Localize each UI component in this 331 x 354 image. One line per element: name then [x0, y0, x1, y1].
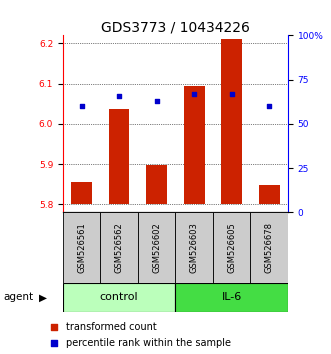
Text: GSM526603: GSM526603	[190, 222, 199, 273]
Bar	[184, 86, 205, 204]
Text: transformed count: transformed count	[66, 322, 157, 332]
Bar	[251, 212, 288, 283]
Point	[117, 93, 122, 98]
Bar	[146, 165, 167, 204]
Point	[51, 341, 56, 346]
Title: GDS3773 / 10434226: GDS3773 / 10434226	[101, 20, 250, 34]
Bar	[109, 109, 129, 204]
Point	[266, 103, 272, 109]
Bar	[213, 212, 251, 283]
Bar	[100, 212, 138, 283]
Point	[51, 325, 56, 330]
Bar	[71, 182, 92, 204]
Bar	[138, 212, 175, 283]
Bar	[259, 185, 279, 204]
Bar	[63, 212, 100, 283]
Bar	[175, 283, 288, 312]
Text: agent: agent	[3, 292, 33, 302]
Text: GSM526602: GSM526602	[152, 222, 161, 273]
Text: GSM526678: GSM526678	[265, 222, 274, 273]
Point	[229, 91, 234, 97]
Text: GSM526561: GSM526561	[77, 222, 86, 273]
Text: ▶: ▶	[39, 292, 47, 302]
Point	[154, 98, 159, 104]
Text: percentile rank within the sample: percentile rank within the sample	[66, 338, 231, 348]
Point	[79, 103, 84, 109]
Point	[192, 91, 197, 97]
Text: control: control	[100, 292, 138, 302]
Bar	[175, 212, 213, 283]
Text: GSM526562: GSM526562	[115, 222, 124, 273]
Bar	[63, 283, 175, 312]
Text: GSM526605: GSM526605	[227, 222, 236, 273]
Bar	[221, 39, 242, 204]
Text: IL-6: IL-6	[221, 292, 242, 302]
